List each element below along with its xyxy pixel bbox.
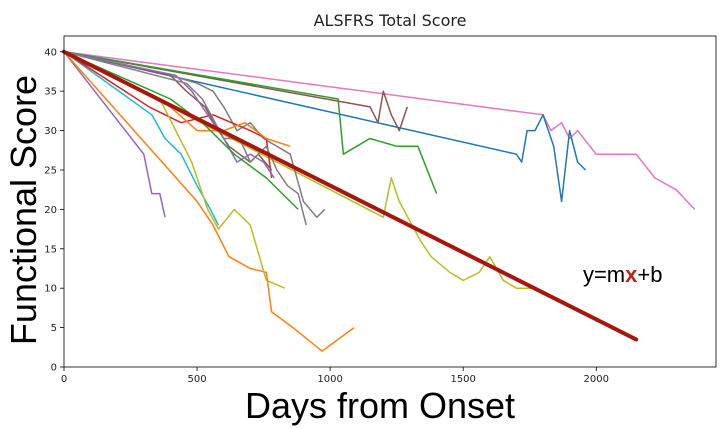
series-line-5 xyxy=(63,51,533,289)
series-line-1 xyxy=(63,51,696,210)
y-tick-label: 15 xyxy=(44,244,57,255)
series-line-3 xyxy=(63,51,409,132)
y-tick-label: 40 xyxy=(44,47,57,58)
series-line-4 xyxy=(63,51,438,194)
equation-annotation: y=mx+b xyxy=(583,262,663,287)
series-line-16 xyxy=(63,51,307,226)
series-line-9 xyxy=(63,51,355,352)
y-tick-label: 30 xyxy=(44,126,57,137)
trend-line xyxy=(62,49,639,342)
y-axis-ticks: 0 5 10 15 20 25 30 35 40 xyxy=(44,47,64,374)
equation-variable: x xyxy=(625,262,638,287)
series-layer xyxy=(63,51,696,352)
y-tick-label: 5 xyxy=(51,323,57,334)
series-line-6 xyxy=(63,51,326,219)
x-axis-label: Days from Onset xyxy=(245,385,515,426)
y-axis-label: Functional Score xyxy=(3,75,44,345)
series-line-8 xyxy=(63,51,220,226)
x-tick-label: 500 xyxy=(188,374,207,385)
equation-prefix: y=m xyxy=(583,262,625,287)
x-tick-label: 1000 xyxy=(317,374,342,385)
chart-title: ALSFRS Total Score xyxy=(314,11,467,30)
x-tick-label: 0 xyxy=(61,374,67,385)
series-line-15 xyxy=(63,51,299,210)
y-tick-label: 20 xyxy=(44,205,57,216)
y-tick-label: 35 xyxy=(44,87,57,98)
trend-layer xyxy=(62,49,639,342)
series-line-2 xyxy=(63,51,587,203)
x-tick-label: 1500 xyxy=(450,374,475,385)
y-tick-label: 25 xyxy=(44,165,57,176)
series-line-7 xyxy=(63,51,166,218)
y-tick-label: 0 xyxy=(51,363,57,374)
x-axis-ticks: 0 500 1000 1500 2000 xyxy=(61,367,609,385)
series-line-11 xyxy=(63,51,286,289)
x-tick-label: 2000 xyxy=(584,374,609,385)
equation-suffix: +b xyxy=(637,262,662,287)
y-tick-label: 10 xyxy=(44,284,57,295)
plot-frame xyxy=(63,35,717,368)
